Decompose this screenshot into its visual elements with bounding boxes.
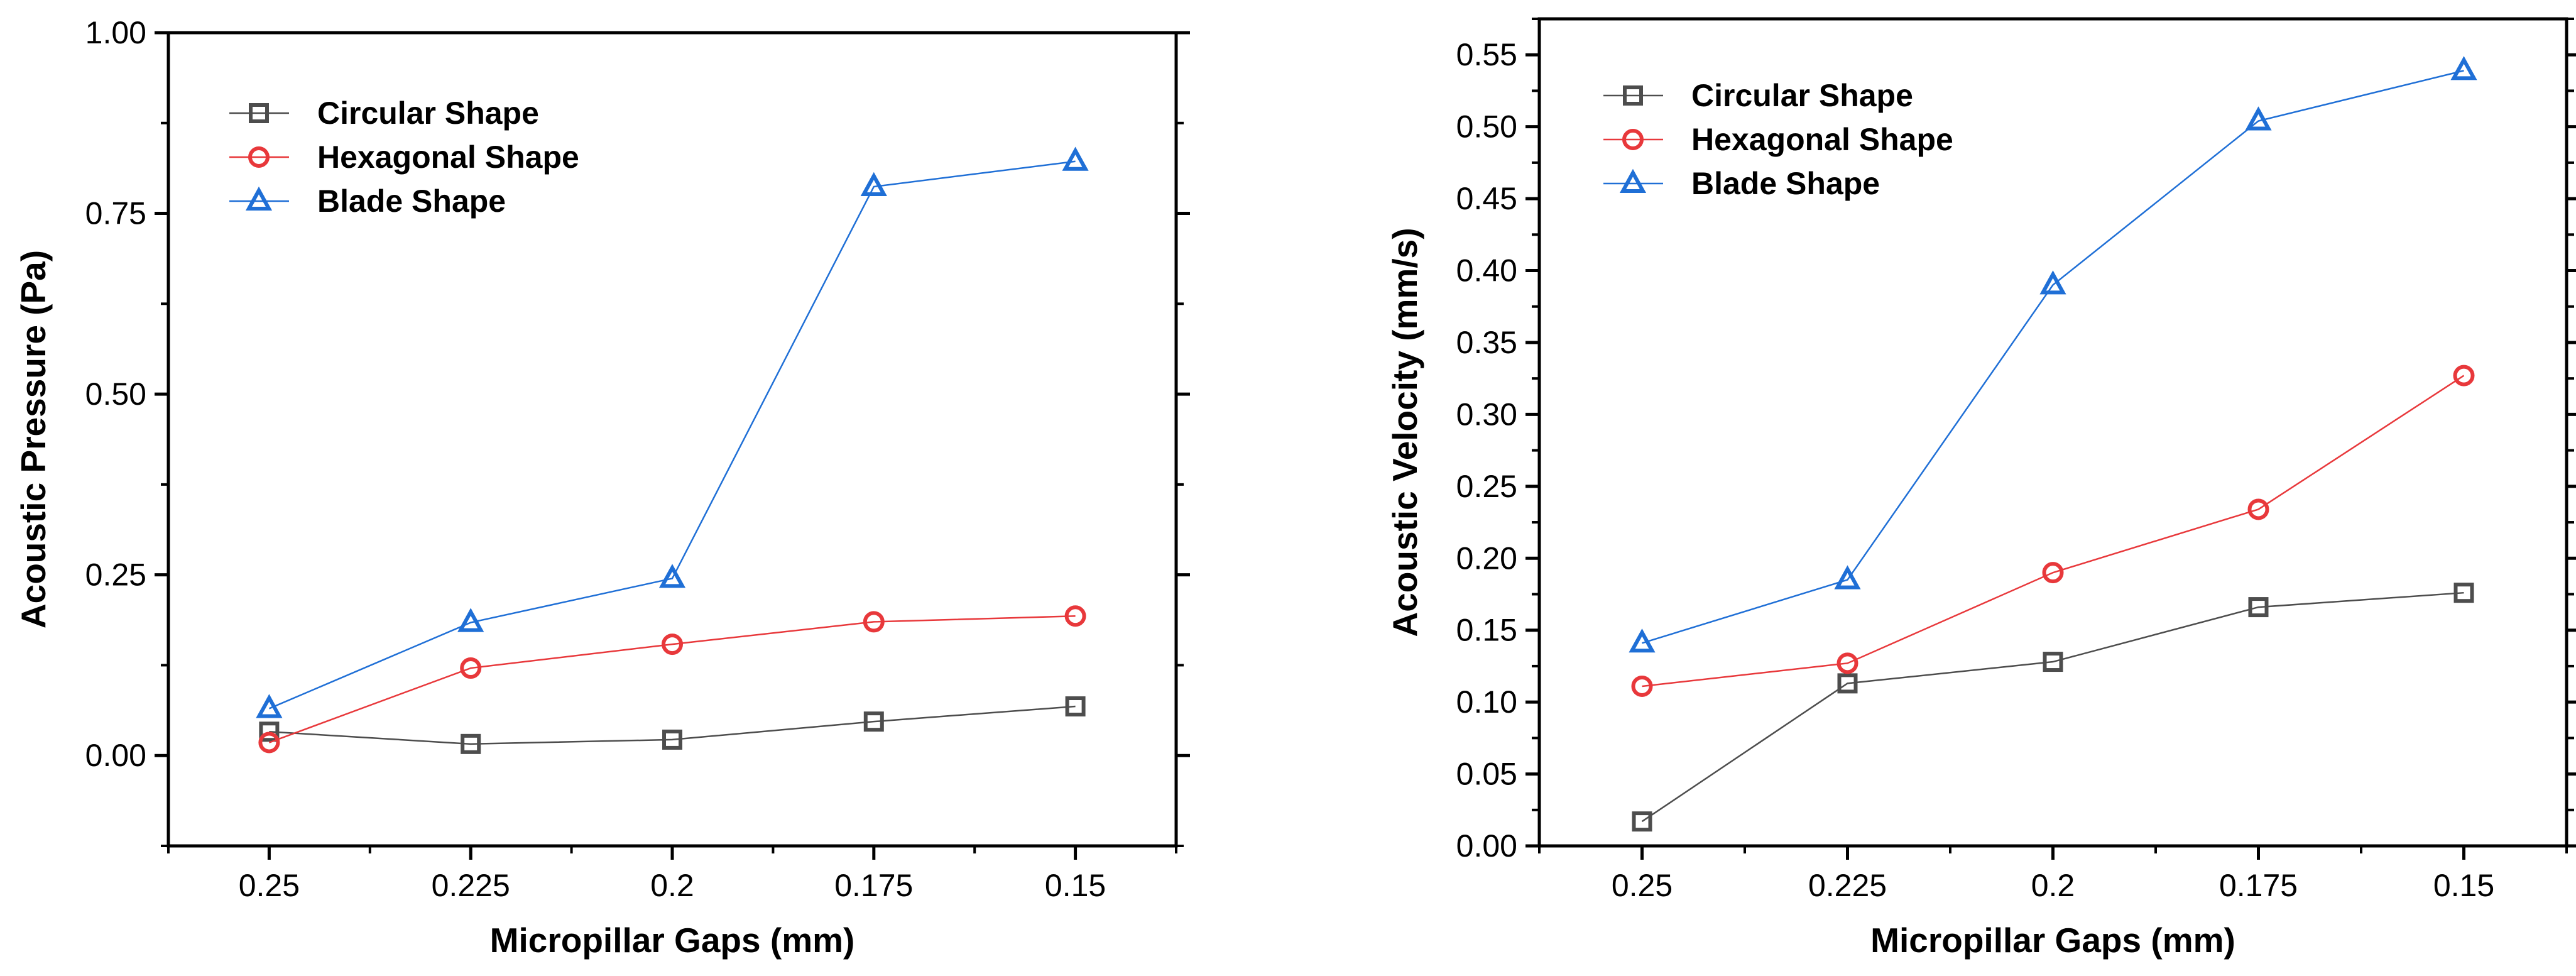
y-tick-label: 0.45 — [1456, 181, 1517, 216]
data-point — [1064, 605, 1086, 627]
data-point — [2043, 652, 2063, 672]
y-axis-title: Acoustic Pressure (Pa) — [14, 250, 53, 628]
x-axis-title: Micropillar Gaps (mm) — [490, 921, 855, 960]
x-tick-label: 0.175 — [834, 868, 913, 903]
y-tick-label: 0.75 — [85, 196, 146, 231]
legend-marker — [1623, 85, 1643, 106]
y-tick-label: 0.35 — [1456, 325, 1517, 360]
series-square — [259, 696, 1086, 754]
data-point — [1837, 673, 1858, 694]
series-line — [1641, 591, 2464, 823]
y-tick-label: 0.30 — [1456, 397, 1517, 432]
data-point — [259, 721, 280, 742]
data-point — [1631, 675, 1653, 697]
y-tick-label: 0.15 — [1456, 613, 1517, 648]
data-point — [457, 608, 484, 632]
data-point — [1062, 146, 1089, 171]
x-tick-label: 0.225 — [1808, 868, 1887, 903]
data-point — [1836, 652, 1858, 674]
legend-marker — [249, 103, 269, 123]
legend-label: Circular Shape — [317, 96, 539, 131]
legend-marker — [1619, 168, 1647, 193]
legend-marker — [248, 146, 270, 168]
series-circle — [258, 605, 1086, 754]
data-point — [2450, 56, 2477, 80]
chart-panel-2: 0.00 0.05 0.10 0.15 0.20 0.25 0.30 0.35 0.40 0.45… — [1385, 17, 2576, 960]
y-tick-label: 0.40 — [1456, 253, 1517, 288]
data-point — [863, 611, 885, 633]
chart-panel-1: 0.00 0.25 0.50 0.75 1.00 0.25 0.225 0.2 0.175 0.1… — [14, 15, 1190, 960]
data-point — [1629, 628, 1656, 653]
series-line — [1642, 70, 2464, 644]
y-tick-label: 0.05 — [1456, 757, 1517, 792]
data-point — [258, 732, 280, 754]
y-tick-label: 0.25 — [1456, 469, 1517, 504]
legend-label: Circular Shape — [1691, 78, 1913, 113]
data-point — [2247, 498, 2269, 520]
data-point — [461, 733, 481, 754]
series-line — [268, 160, 1076, 710]
legend-label: Hexagonal Shape — [1691, 122, 1953, 157]
x-tick-label: 0.2 — [650, 868, 694, 903]
data-point — [256, 694, 283, 718]
series-triangle — [1629, 56, 2477, 653]
series-line — [1642, 375, 2465, 688]
series-square — [1632, 583, 2474, 832]
legend-label: Blade Shape — [317, 184, 506, 219]
x-tick-label: 0.225 — [432, 868, 510, 903]
x-tick-label: 0.15 — [1045, 868, 1106, 903]
data-point — [2245, 106, 2272, 131]
data-point — [860, 172, 887, 196]
data-point — [2453, 583, 2474, 603]
x-tick-label: 0.25 — [239, 868, 300, 903]
x-axis-title: Micropillar Gaps (mm) — [1870, 921, 2235, 960]
data-point — [863, 711, 884, 732]
data-point — [2042, 562, 2064, 584]
y-tick-label: 1.00 — [85, 15, 146, 50]
data-point — [658, 564, 686, 588]
legend-marker — [1622, 129, 1644, 150]
y-tick-label: 0.55 — [1456, 37, 1517, 72]
data-point — [2248, 597, 2269, 618]
series-triangle — [256, 146, 1089, 718]
y-tick-label: 0.00 — [85, 738, 146, 773]
data-point — [2453, 365, 2475, 387]
y-tick-label: 0.50 — [85, 376, 146, 412]
legend: Circular Shape Hexagonal Shape Blade Shape — [229, 96, 579, 219]
y-tick-label: 0.00 — [1456, 828, 1517, 864]
data-point — [1834, 565, 1861, 589]
data-point — [662, 729, 682, 750]
legend-label: Blade Shape — [1691, 166, 1880, 201]
data-point — [1632, 811, 1652, 832]
data-point — [1065, 696, 1086, 717]
data-point — [2039, 270, 2066, 295]
y-axis-title: Acoustic Velocity (mm/s) — [1385, 228, 1424, 637]
data-point — [460, 657, 482, 679]
x-tick-label: 0.15 — [2433, 868, 2494, 903]
series-line — [269, 705, 1076, 745]
y-tick-label: 0.25 — [85, 557, 146, 593]
legend-label: Hexagonal Shape — [317, 140, 579, 175]
y-tick-label: 0.10 — [1456, 684, 1517, 720]
x-tick-label: 0.25 — [1612, 868, 1673, 903]
legend: Circular Shape Hexagonal Shape Blade Shape — [1603, 78, 1953, 201]
series-circle — [1631, 365, 2475, 697]
y-tick-label: 0.20 — [1456, 540, 1517, 576]
y-tick-label: 0.50 — [1456, 109, 1517, 145]
x-tick-label: 0.2 — [2031, 868, 2075, 903]
series-line — [268, 615, 1076, 743]
x-tick-label: 0.175 — [2219, 868, 2298, 903]
data-point — [662, 633, 683, 655]
legend-marker — [245, 186, 273, 211]
